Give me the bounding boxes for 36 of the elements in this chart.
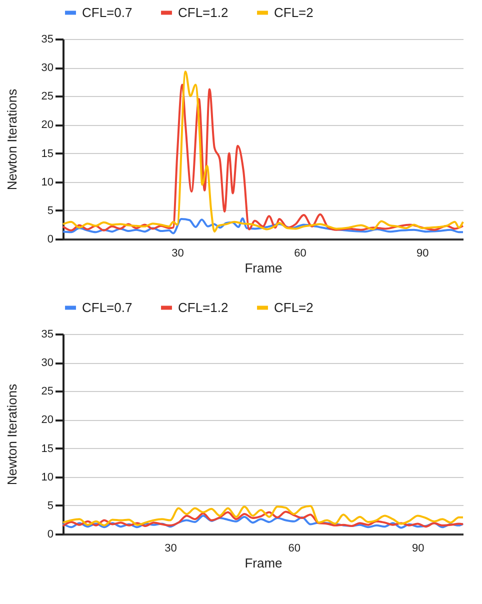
legend-label: CFL=2	[274, 300, 314, 315]
line-series	[62, 217, 464, 234]
y-tick-label: 10	[41, 176, 54, 188]
y-tick-label: 35	[41, 328, 54, 340]
line-series	[62, 510, 464, 528]
y-tick-label: 15	[41, 442, 54, 455]
y-tick-label: 25	[41, 90, 54, 103]
legend-label: CFL=0.7	[82, 300, 132, 315]
y-tick-label: 30	[41, 357, 54, 370]
y-axis-title: Newton Iterations	[4, 383, 20, 486]
x-tick-label: 90	[412, 542, 424, 554]
line-series	[62, 505, 464, 526]
line-series	[62, 514, 464, 529]
x-tick-label: 60	[294, 248, 306, 260]
y-tick-label: 0	[47, 528, 54, 540]
legend-label: CFL=2	[274, 4, 314, 20]
y-tick-label: 10	[41, 471, 54, 484]
legend-label: CFL=1.2	[178, 300, 228, 315]
legend-label: CFL=1.2	[178, 4, 228, 20]
x-tick-label: 90	[416, 248, 429, 260]
y-tick-label: 5	[47, 500, 54, 512]
y-tick-label: 20	[41, 119, 54, 132]
y-axis-title: Newton Iterations	[4, 88, 20, 190]
y-tick-label: 25	[41, 386, 54, 398]
y-tick-label: 20	[41, 414, 54, 426]
legend-label: CFL=0.7	[82, 4, 132, 20]
x-tick-label: 30	[172, 248, 184, 260]
x-tick-label: 30	[164, 542, 177, 554]
x-axis-title: Frame	[244, 260, 282, 276]
x-tick-label: 60	[288, 542, 301, 554]
y-tick-label: 5	[47, 204, 54, 217]
y-tick-label: 0	[47, 234, 54, 246]
y-tick-label: 30	[41, 62, 54, 74]
x-axis-title: Frame	[244, 556, 282, 570]
y-tick-label: 15	[41, 148, 54, 160]
y-tick-label: 35	[41, 34, 54, 46]
